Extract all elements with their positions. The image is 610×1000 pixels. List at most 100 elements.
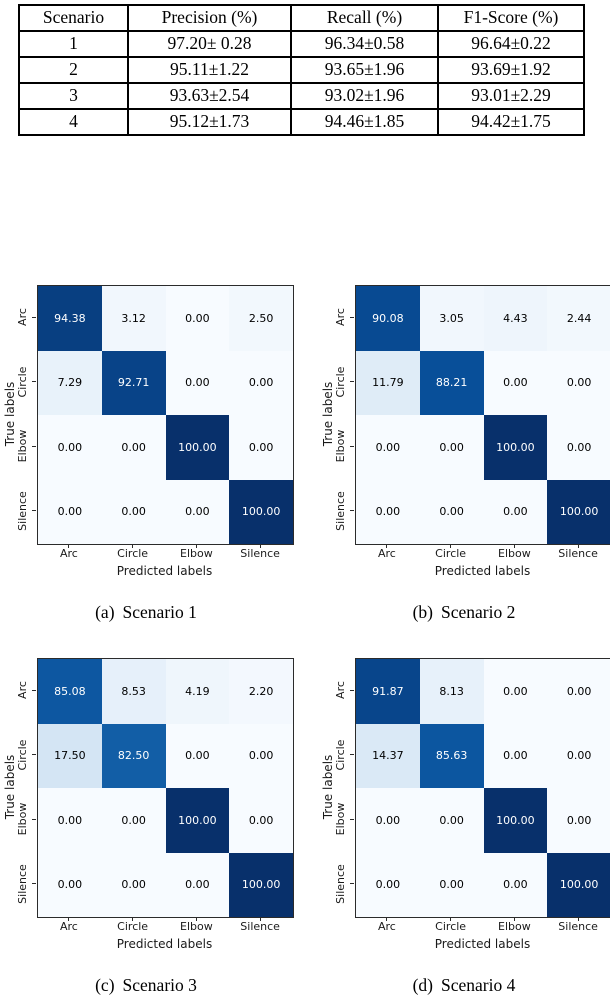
heatmap-cell: 0.00: [547, 723, 610, 788]
heatmap-cell: 0.00: [547, 788, 610, 853]
heatmap-cell: 0.00: [101, 852, 166, 917]
x-tick-mark: [132, 544, 134, 548]
heatmap-cell: 94.38: [38, 286, 102, 351]
caption-label: (b): [412, 602, 434, 622]
y-tick-mark: [32, 689, 36, 691]
heatmap-cell: 0.00: [165, 852, 230, 917]
heatmap-cells: 85.08 8.53 4.19 2.20 17.50 82.50 0.00 0.00 0.00 0…: [38, 659, 293, 917]
y-tick-mark: [32, 381, 36, 383]
y-tick-mark: [350, 510, 354, 512]
y-tick-label: Silence: [334, 863, 347, 904]
heatmap-cell: 7.29: [38, 350, 102, 415]
heatmap-cell: 90.08: [356, 286, 420, 351]
y-tick-mark: [32, 510, 36, 512]
heatmap-cell: 0.00: [229, 788, 293, 853]
x-tick-mark: [259, 917, 261, 921]
subfigure-caption: (a) Scenario 1: [0, 602, 292, 623]
heatmap-cell: 0.00: [38, 479, 102, 544]
subfigure-scenario-2: 90.08 3.05 4.43 2.44 11.79 88.21 0.00 0.00 0.00 0…: [318, 285, 610, 627]
heatmap-cell: 14.37: [356, 723, 420, 788]
heatmap-cell: 0.00: [547, 415, 610, 480]
heatmap-cell: 0.00: [101, 788, 166, 853]
heatmap-cell: 0.00: [229, 723, 293, 788]
caption-title: Scenario 2: [441, 602, 516, 622]
subfigure-caption: (c) Scenario 3: [0, 975, 292, 996]
table-cell: 94.46±1.85: [290, 108, 439, 136]
caption-label: (a): [95, 602, 115, 622]
table-cell: 1: [18, 30, 129, 58]
y-tick-mark: [32, 316, 36, 318]
heatmap-cell: 85.08: [38, 659, 102, 724]
heatmap-plot-area: 90.08 3.05 4.43 2.44 11.79 88.21 0.00 0.00 0.00 0…: [355, 285, 610, 545]
table-header-cell: Precision (%): [127, 4, 292, 32]
table-cell: 93.65±1.96: [290, 56, 439, 84]
table-cell: 93.69±1.92: [437, 56, 585, 84]
heatmap-cell: 0.00: [356, 852, 420, 917]
heatmap-cell: 17.50: [38, 723, 102, 788]
x-tick-mark: [132, 917, 134, 921]
table-cell: 93.63±2.54: [127, 82, 292, 110]
heatmap-cell: 100.00: [483, 415, 548, 480]
heatmap-cell: 0.00: [229, 350, 293, 415]
y-tick-label: Silence: [16, 490, 29, 531]
heatmap-cell: 100.00: [547, 479, 610, 544]
y-tick-mark: [350, 818, 354, 820]
heatmap-cell: 0.00: [483, 479, 548, 544]
table-cell: 4: [18, 108, 129, 136]
y-tick-mark: [350, 883, 354, 885]
subfigure-caption: (d) Scenario 4: [318, 975, 610, 996]
x-tick-label: Elbow: [180, 920, 213, 933]
x-tick-label: Arc: [59, 547, 78, 560]
x-tick-mark: [450, 544, 452, 548]
table-cell: 3: [18, 82, 129, 110]
x-tick-label: Circle: [117, 547, 149, 560]
y-tick-mark: [350, 689, 354, 691]
y-tick-mark: [32, 818, 36, 820]
heatmap-plot-area: 85.08 8.53 4.19 2.20 17.50 82.50 0.00 0.00 0.00 0…: [37, 658, 294, 918]
table-header-cell: F1-Score (%): [437, 4, 585, 32]
table-cell: 94.42±1.75: [437, 108, 585, 136]
heatmap-cell: 85.63: [419, 723, 484, 788]
caption-label: (d): [412, 975, 434, 995]
y-tick-label: Silence: [16, 863, 29, 904]
heatmap-cell: 2.44: [547, 286, 610, 351]
table-cell: 93.02±1.96: [290, 82, 439, 110]
y-tick-mark: [32, 754, 36, 756]
heatmap-cell: 0.00: [38, 852, 102, 917]
x-tick-label: Silence: [558, 547, 598, 560]
table-row: 2 95.11±1.22 93.65±1.96 93.69±1.92: [18, 56, 585, 84]
x-tick-label: Silence: [240, 920, 280, 933]
heatmap-cell: 92.71: [101, 350, 166, 415]
heatmap-cell: 100.00: [165, 788, 230, 853]
x-tick-label: Silence: [240, 547, 280, 560]
x-tick-label: Elbow: [498, 920, 531, 933]
table-row: 4 95.12±1.73 94.46±1.85 94.42±1.75: [18, 108, 585, 136]
x-tick-mark: [195, 544, 197, 548]
table-cell: 2: [18, 56, 129, 84]
y-tick-label: Silence: [334, 490, 347, 531]
heatmap-cell: 0.00: [419, 415, 484, 480]
heatmap-cell: 0.00: [483, 852, 548, 917]
results-table-header: Scenario Precision (%) Recall (%) F1-Score …: [18, 4, 585, 32]
heatmap-cell: 0.00: [165, 350, 230, 415]
x-tick-mark: [577, 544, 579, 548]
heatmap-cell: 8.53: [101, 659, 166, 724]
heatmap-cell: 0.00: [356, 479, 420, 544]
y-axis-label: True labels: [321, 381, 335, 447]
x-tick-label: Arc: [59, 920, 78, 933]
heatmap-cell: 88.21: [419, 350, 484, 415]
heatmap-cell: 3.05: [419, 286, 484, 351]
table-row: 1 97.20± 0.28 96.34±0.58 96.64±0.22: [18, 30, 585, 58]
heatmap-cell: 4.43: [483, 286, 548, 351]
x-tick-mark: [513, 544, 515, 548]
y-tick-mark: [350, 316, 354, 318]
heatmap-plot-area: 94.38 3.12 0.00 2.50 7.29 92.71 0.00 0.00 0.00 0.…: [37, 285, 294, 545]
heatmap-cell: 3.12: [101, 286, 166, 351]
y-tick-mark: [350, 381, 354, 383]
heatmap-cell: 0.00: [547, 350, 610, 415]
heatmap-cell: 82.50: [101, 723, 166, 788]
caption-title: Scenario 4: [441, 975, 516, 995]
table-header-cell: Scenario: [18, 4, 129, 32]
x-axis-label: Predicted labels: [116, 937, 213, 951]
heatmap-cells: 90.08 3.05 4.43 2.44 11.79 88.21 0.00 0.00 0.00 0…: [356, 286, 610, 544]
